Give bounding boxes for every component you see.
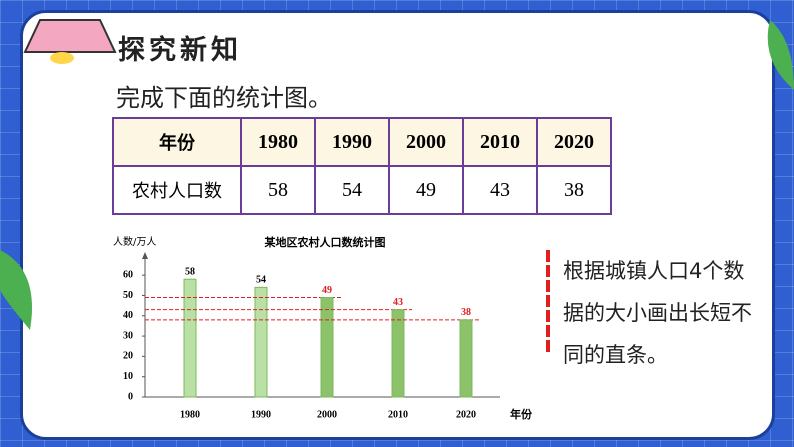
table-cell: 年份	[112, 117, 242, 167]
lamp	[23, 19, 117, 64]
y-tick-label: 10	[123, 371, 133, 382]
table-cell: 54	[314, 165, 390, 215]
y-tick-label: 60	[123, 269, 133, 280]
value-label: 58	[185, 267, 195, 278]
y-axis-arrow	[142, 252, 148, 259]
value-label: 54	[256, 275, 266, 286]
table-cell: 49	[388, 165, 464, 215]
bar	[391, 309, 405, 398]
table-cell: 1990	[314, 117, 390, 167]
table-cell: 农村人口数	[112, 165, 242, 215]
y-tick-label: 20	[123, 351, 133, 362]
chart-title: 某地区农村人口数统计图	[264, 235, 386, 249]
x-tick-label: 2010	[388, 409, 408, 420]
leaves	[0, 20, 794, 330]
value-label: 49	[322, 285, 332, 296]
y-axis-label: 人数/万人	[113, 235, 156, 248]
x-tick-label: 2000	[317, 409, 337, 420]
table-cell: 2010	[462, 117, 538, 167]
value-label: 38	[461, 307, 471, 318]
table-cell: 2020	[536, 117, 612, 167]
instruction: 完成下面的统计图。	[116, 84, 332, 112]
y-tick-label: 0	[128, 391, 133, 402]
x-tick-label: 2020	[456, 409, 476, 420]
y-tick-label: 40	[123, 310, 133, 321]
title: 探究新知	[118, 35, 242, 66]
x-tick-label: 1980	[180, 409, 200, 420]
table-cell: 43	[462, 165, 538, 215]
table-row: 农村人口数 58 54 49 43 38	[112, 165, 612, 215]
x-axis-label: 年份	[510, 407, 533, 421]
data-table: 年份 1980 1990 2000 2010 2020 农村人口数 58 54 49 43 38	[112, 117, 612, 215]
table-cell: 1980	[240, 117, 316, 167]
y-tick-label: 50	[123, 290, 133, 301]
value-label: 43	[393, 297, 403, 308]
x-tick-label: 1990	[251, 409, 271, 420]
bar	[320, 296, 334, 398]
note: 根据城镇人口4个数据的大小画出长短不同的直条。	[563, 259, 752, 367]
bar	[183, 278, 197, 398]
y-tick-label: 30	[123, 330, 133, 341]
bar	[254, 286, 268, 398]
bar	[459, 319, 473, 398]
table-cell: 2000	[388, 117, 464, 167]
table-cell: 58	[240, 165, 316, 215]
table-row: 年份 1980 1990 2000 2010 2020	[112, 117, 612, 167]
table-cell: 38	[536, 165, 612, 215]
